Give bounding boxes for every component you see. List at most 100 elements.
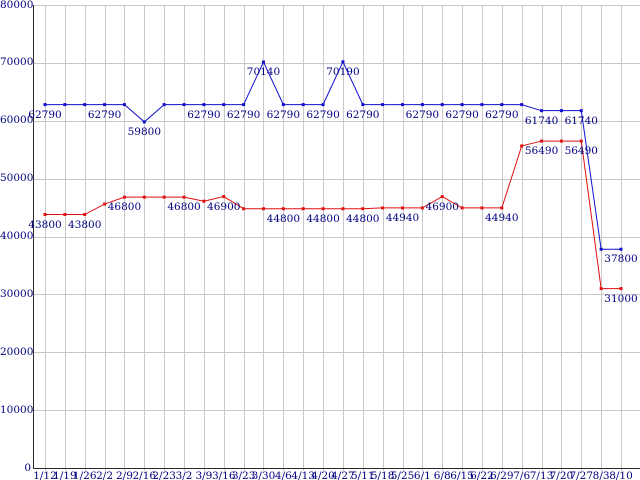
series-blue-value-label: 59800 [127, 125, 161, 138]
series-blue-point-marker [619, 247, 623, 251]
series-blue-value-label: 62790 [346, 108, 380, 121]
series-blue-point-marker [559, 109, 563, 113]
series-red-point-marker [301, 207, 305, 211]
series-blue-value-label: 62790 [306, 108, 340, 121]
series-red-point-marker [420, 206, 424, 210]
series-red-point-marker [540, 139, 544, 143]
series-red-point-marker [500, 206, 504, 210]
series-blue-point-marker [281, 103, 285, 107]
series-red-value-label: 44800 [306, 212, 340, 225]
x-tick-label: 4/27 [331, 469, 355, 480]
x-tick-label: 1/19 [53, 469, 77, 480]
x-tick-label: 6/22 [470, 469, 494, 480]
series-blue-value-label: 62790 [87, 108, 122, 121]
x-tick-label: 3/2 [175, 469, 193, 480]
series-red-point-marker [440, 195, 444, 199]
y-tick-label: 20000 [0, 345, 34, 358]
y-tick-label: 60000 [0, 114, 34, 127]
series-red-value-label: 44800 [266, 212, 301, 225]
series-blue-point-marker [122, 103, 126, 107]
series-blue-value-label: 70140 [246, 66, 281, 79]
series-blue-point-marker [301, 103, 305, 107]
series-blue-value-label: 62790 [226, 108, 261, 121]
series-blue-value-label: 62790 [445, 108, 479, 121]
series-red-point-marker [599, 287, 603, 291]
series-blue-point-marker [162, 103, 166, 107]
y-tick-label: 10000 [0, 403, 34, 416]
series-red-point-marker [83, 213, 87, 217]
x-tick-label: 3/9 [195, 469, 213, 480]
series-red-point-marker [142, 195, 146, 199]
x-tick-label: 4/6 [274, 469, 292, 480]
series-blue-point-marker [500, 103, 504, 107]
x-tick-label: 4/13 [291, 469, 315, 480]
x-tick-label: 6/15 [450, 469, 474, 480]
series-blue-value-label: 62790 [187, 108, 221, 121]
series-blue-point-marker [599, 247, 603, 251]
series-red-point-marker [43, 213, 47, 217]
series-red-value-label: 46900 [425, 200, 459, 213]
series-red-point-marker [341, 207, 345, 211]
series-blue-point-marker [341, 60, 345, 64]
series-blue-point-marker [520, 103, 524, 107]
series-blue-point-marker [381, 103, 385, 107]
series-blue-value-label: 61740 [524, 114, 559, 127]
series-red-point-marker [202, 199, 206, 203]
series-blue-point-marker [103, 103, 107, 107]
series-blue-point-marker [242, 103, 246, 107]
x-tick-label: 2/23 [152, 469, 176, 480]
series-red-point-marker [401, 206, 405, 210]
x-tick-label: 7/20 [549, 469, 574, 480]
series-red-point-marker [261, 207, 265, 211]
x-tick-label: 3/30 [251, 469, 276, 480]
series-blue-point-marker [321, 103, 325, 107]
series-red-point-marker [103, 202, 107, 206]
x-tick-label: 3/23 [231, 469, 256, 480]
series-red-point-marker [222, 195, 226, 199]
x-tick-label: 6/8 [433, 469, 451, 480]
series-blue-value-label: 62790 [405, 108, 440, 121]
x-tick-label: 5/11 [350, 469, 375, 480]
series-red-point-marker [281, 207, 285, 211]
series-blue-point-marker [460, 103, 464, 107]
series-red-value-label: 43800 [68, 218, 102, 231]
x-tick-label: 8/3 [592, 469, 610, 480]
series-red-point-marker [63, 213, 67, 217]
x-tick-label: 2/2 [96, 469, 114, 480]
series-blue-point-marker [540, 109, 544, 113]
x-tick-label: 5/25 [390, 469, 415, 480]
x-tick-label: 2/16 [132, 469, 157, 480]
series-blue-value-label: 61740 [564, 114, 598, 127]
series-blue-line [45, 60, 621, 250]
x-tick-label: 6/29 [490, 469, 514, 480]
x-tick-label: 3/16 [211, 469, 236, 480]
y-tick-label: 80000 [0, 0, 34, 11]
series-red-value-label: 46800 [107, 201, 142, 214]
series-blue-point-marker [480, 103, 484, 107]
x-tick-label: 7/6 [513, 469, 531, 480]
y-tick-label: 40000 [0, 230, 34, 242]
y-tick-label: 30000 [0, 287, 34, 300]
x-tick-label: 1/12 [33, 469, 57, 480]
x-tick-label: 8/10 [609, 469, 633, 480]
series-red-point-marker [122, 195, 126, 199]
series-red-value-label: 46900 [207, 200, 241, 213]
series-red-point-marker [559, 139, 563, 143]
series-blue-point-marker [202, 103, 206, 107]
series-red-value-label: 44940 [485, 211, 519, 224]
series-blue-value-label: 70190 [326, 65, 360, 78]
y-tick-label: 50000 [0, 172, 34, 185]
series-blue-point-marker [142, 120, 146, 124]
series-blue-value-label: 37800 [604, 253, 638, 266]
series-red-line [45, 140, 621, 290]
x-tick-label: 5/18 [370, 469, 395, 480]
series-red-point-marker [182, 195, 186, 199]
series-blue-point-marker [440, 103, 444, 107]
series-red-value-label: 44800 [346, 212, 380, 225]
series-red-value-label: 56490 [564, 145, 598, 158]
x-tick-label: 4/20 [311, 469, 335, 480]
series-blue-point-marker [420, 103, 424, 107]
x-tick-label: 6/1 [413, 469, 431, 480]
